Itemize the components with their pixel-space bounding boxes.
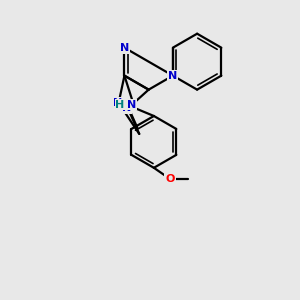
Text: H: H [116,100,124,110]
Text: O: O [165,174,175,184]
Text: N: N [168,71,178,81]
Text: N: N [127,100,136,110]
Text: N: N [120,43,129,53]
Text: N: N [112,98,122,108]
Text: N: N [122,103,131,113]
